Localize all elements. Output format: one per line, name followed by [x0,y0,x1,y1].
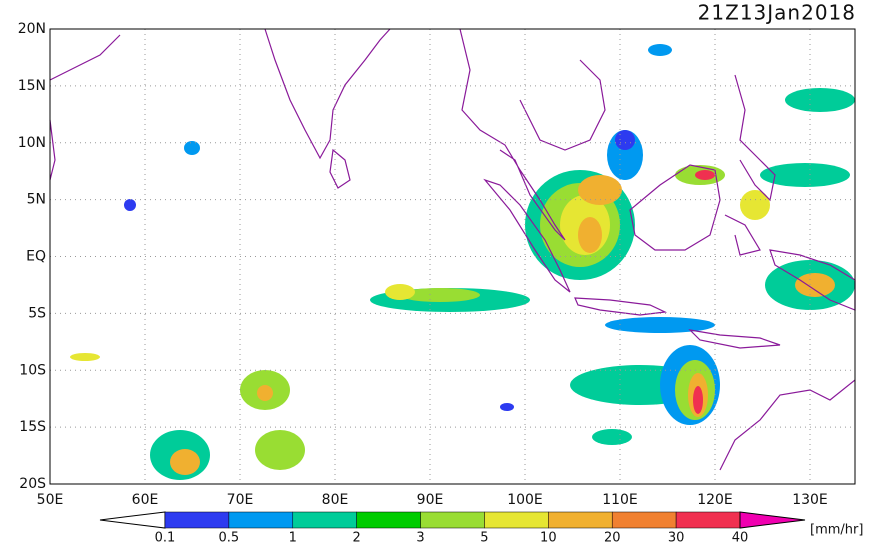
rain-areas [70,44,855,480]
colorbar-box [484,511,549,529]
colorbar-box [356,511,421,529]
colorbar-label: 20 [604,531,621,544]
lat-label: 5S [28,305,46,321]
lon-label: 50E [37,492,64,508]
lat-label: EQ [26,249,46,265]
lon-label: 100E [507,492,543,508]
colorbar-label: 2 [353,531,361,544]
lat-label: 10N [18,135,46,151]
lat-label: 15S [19,419,46,435]
map-frame [49,28,856,485]
colorbar-box [420,511,485,529]
colorbar-label: 0.5 [219,531,240,544]
lon-label: 110E [602,492,638,508]
colorbar-low [99,511,166,529]
colorbar-box [164,511,230,529]
colorbar: 0.1 0.5 1 2 3 5 10 20 30 40 [mm/hr] [99,511,863,544]
colorbar-label: 3 [416,531,424,544]
lat-label: 15N [18,78,46,94]
colorbar-label: 0.1 [155,531,176,544]
lon-label: 60E [132,492,159,508]
lon-label: 130E [792,492,828,508]
lon-label: 70E [227,492,254,508]
lon-label: 90E [417,492,444,508]
colorbar-label: 10 [540,531,557,544]
colorbar-unit: [mm/hr] [810,523,863,538]
colorbar-high [739,511,806,529]
colorbar-label: 30 [668,531,685,544]
lon-label: 80E [322,492,349,508]
colorbar-box [292,511,357,529]
lat-label: 5N [27,192,46,208]
colorbar-box [228,511,294,529]
coastlines [49,28,856,471]
lat-label: 10S [19,362,46,378]
map-title: 21Z13Jan2018 [698,1,856,25]
lon-label: 120E [697,492,733,508]
colorbar-box [611,511,677,529]
colorbar-label: 1 [289,531,297,544]
colorbar-label: 40 [732,531,749,544]
colorbar-label: 5 [480,531,488,544]
colorbar-box [675,511,741,529]
colorbar-box [548,511,613,529]
lat-label: 20S [19,476,46,492]
grid [50,29,855,484]
lat-label: 20N [18,21,46,37]
